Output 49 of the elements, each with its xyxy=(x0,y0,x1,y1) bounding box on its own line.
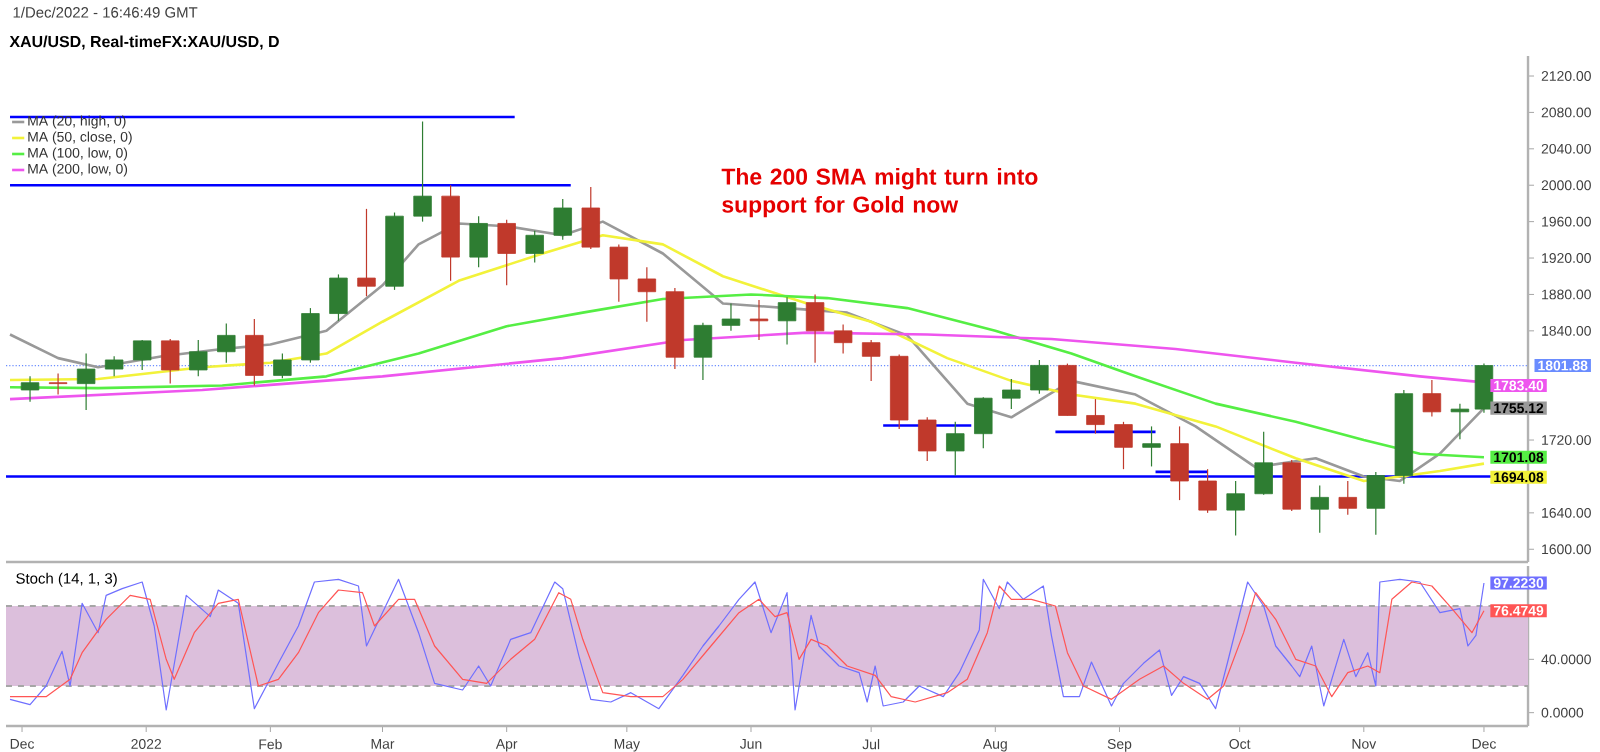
candlestick xyxy=(132,339,152,371)
candlestick xyxy=(497,219,516,286)
candlestick xyxy=(189,339,208,377)
candlestick xyxy=(245,318,264,387)
line-series xyxy=(8,293,1486,459)
candlestick xyxy=(946,421,965,477)
candlestick xyxy=(301,307,320,364)
candlestick xyxy=(805,293,825,364)
candlestick xyxy=(329,273,348,322)
candlestick xyxy=(1450,403,1470,440)
candlestick xyxy=(104,355,124,377)
candlestick xyxy=(1338,480,1357,516)
candlestick xyxy=(1254,431,1273,496)
candlestick xyxy=(609,243,629,303)
candlestick xyxy=(777,296,797,346)
candlestick xyxy=(721,302,741,332)
candlestick xyxy=(1086,398,1105,435)
candlestick xyxy=(20,375,40,403)
candlestick xyxy=(861,339,881,382)
candlestick xyxy=(1114,421,1133,470)
candlestick xyxy=(1366,471,1386,536)
candlestick xyxy=(357,208,376,297)
candlestick xyxy=(974,396,993,449)
candlestick xyxy=(1310,484,1329,534)
candlestick xyxy=(1142,425,1161,468)
candlestick xyxy=(581,186,600,250)
candlestick xyxy=(525,230,544,264)
candlestick xyxy=(76,352,96,411)
candlestick xyxy=(749,299,769,341)
candlestick xyxy=(161,338,180,385)
candlestick xyxy=(918,416,937,462)
candlestick xyxy=(469,215,488,268)
candlestick xyxy=(1422,379,1442,417)
candlestick xyxy=(1226,480,1245,537)
candlestick xyxy=(217,322,236,364)
candlestick xyxy=(273,352,292,379)
candlestick xyxy=(48,373,68,396)
candlestick xyxy=(833,323,853,355)
candlestick xyxy=(1474,363,1494,414)
annotation: The 200 SMA might turn into support for Gold now xyxy=(721,168,1038,218)
candlestick xyxy=(1030,359,1049,395)
candlestick xyxy=(1002,378,1021,410)
candlestick xyxy=(637,266,657,323)
candlestick xyxy=(413,120,432,223)
candlestick xyxy=(1198,468,1217,514)
candlestick xyxy=(693,322,713,381)
candlestick xyxy=(553,198,572,241)
candlestick xyxy=(1282,459,1301,512)
candlestick xyxy=(1170,425,1189,501)
